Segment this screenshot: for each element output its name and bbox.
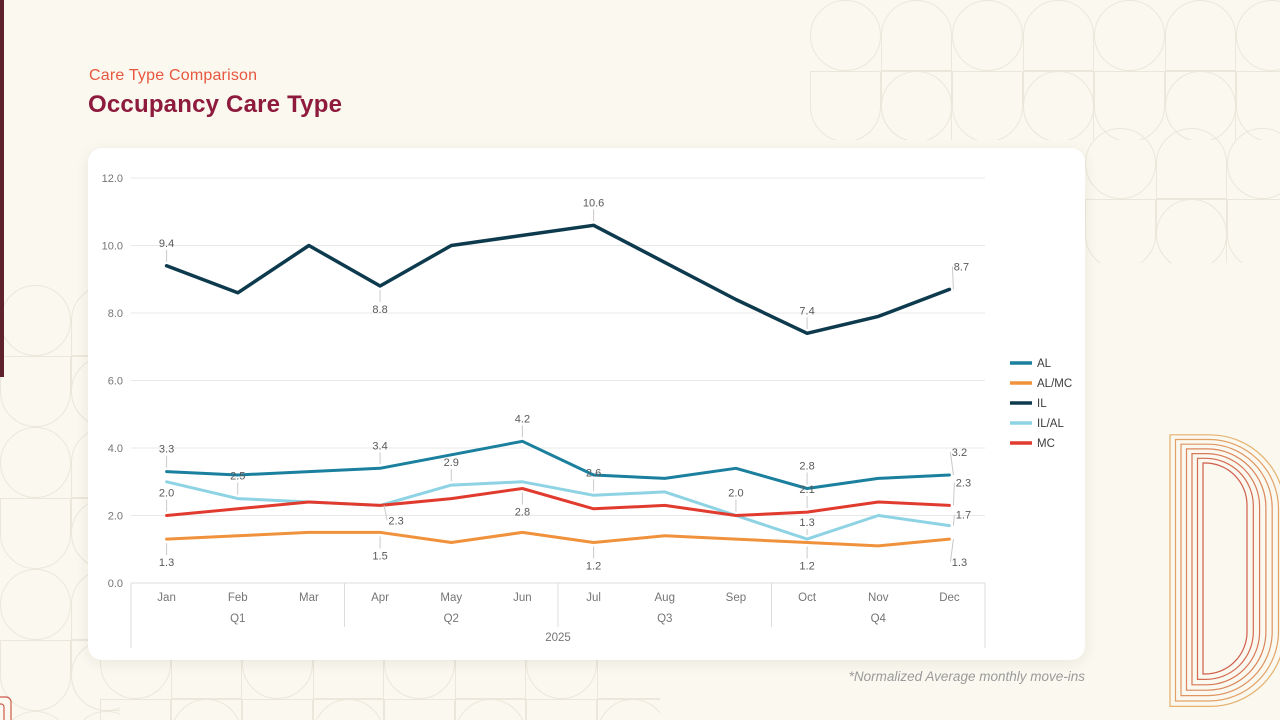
data-label: 1.2 (799, 561, 814, 573)
data-label: 9.4 (159, 238, 174, 250)
month-label: Jun (513, 592, 532, 604)
deco-ring (1185, 448, 1267, 691)
data-label: 2.6 (586, 467, 601, 479)
month-label: Aug (655, 592, 675, 604)
left-accent-bar (0, 0, 4, 377)
legend-item-AL[interactable]: AL (1010, 358, 1052, 370)
deco-ring (1196, 457, 1254, 680)
quarter-label: Q1 (230, 613, 245, 625)
footnote: *Normalized Average monthly move-ins (848, 669, 1085, 684)
background-pattern-top-right (810, 0, 1280, 140)
data-label: 3.2 (952, 447, 967, 459)
label-leader (949, 451, 954, 476)
label-leader (949, 539, 954, 563)
data-label: 2.8 (799, 461, 814, 473)
legend-item-AL-MC[interactable]: AL/MC (1010, 378, 1072, 390)
data-label: 10.6 (583, 197, 604, 209)
y-tick-label: 12.0 (102, 173, 123, 185)
chart-card: 0.0 2.0 4.0 6.0 8.0 10.0 12.0 Jan Feb Mar Apr May Ju… (88, 148, 1085, 660)
legend-label: AL (1037, 358, 1052, 370)
label-leader (383, 505, 388, 521)
data-label: 2.9 (444, 457, 459, 469)
data-label: 7.4 (799, 305, 814, 317)
legend-label: MC (1037, 438, 1055, 450)
data-label: 2.3 (956, 477, 971, 489)
chart-canvas[interactable]: 0.0 2.0 4.0 6.0 8.0 10.0 12.0 Jan Feb Mar Apr May Ju… (88, 148, 1085, 660)
data-label: 8.8 (372, 304, 387, 316)
label-leader (952, 514, 955, 526)
deco-ring (1174, 438, 1280, 702)
data-label: 2.1 (799, 484, 814, 496)
legend-label: AL/MC (1037, 378, 1072, 390)
data-label: 2.0 (159, 488, 174, 500)
year-label: 2025 (545, 632, 571, 644)
y-tick-label: 8.0 (108, 308, 123, 320)
data-label: 2.5 (230, 471, 245, 483)
data-label: 4.2 (515, 413, 530, 425)
deco-ring (1202, 462, 1248, 675)
quarter-label: Q3 (657, 613, 672, 625)
page-title: Occupancy Care Type (88, 91, 343, 118)
y-tick-label: 10.0 (102, 241, 123, 253)
month-label: Dec (939, 592, 960, 604)
series-line-IL-AL[interactable] (165, 480, 951, 541)
deco-ring (1169, 434, 1280, 707)
corner-ring-fragment (0, 696, 12, 720)
series-line-AL[interactable] (165, 439, 951, 490)
legend-label: IL/AL (1037, 418, 1064, 430)
data-label: 1.2 (586, 561, 601, 573)
data-label: 1.3 (159, 557, 174, 569)
data-label: 1.7 (956, 510, 971, 522)
data-label: 2.0 (728, 488, 743, 500)
label-leader (952, 482, 955, 506)
month-label: Jan (157, 592, 176, 604)
deco-ring (1191, 453, 1261, 686)
month-label: Apr (371, 592, 389, 604)
y-tick-label: 6.0 (108, 376, 123, 388)
data-label: 1.5 (372, 550, 387, 562)
deco-ring (1180, 443, 1273, 697)
legend-item-IL[interactable]: IL (1010, 398, 1047, 410)
label-leader (951, 266, 954, 290)
y-tick-label: 2.0 (108, 511, 123, 523)
month-label: Feb (228, 592, 248, 604)
deco-rings (1169, 434, 1280, 707)
month-label: Jul (586, 592, 601, 604)
chart-eyebrow: Care Type Comparison (89, 67, 258, 84)
data-label: 2.8 (515, 507, 530, 519)
legend-item-IL-AL[interactable]: IL/AL (1010, 418, 1064, 430)
month-label: Mar (299, 592, 319, 604)
legend-label: IL (1037, 398, 1047, 410)
quarter-label: Q4 (871, 613, 887, 625)
background-pattern-right (1085, 128, 1280, 263)
quarter-label: Q2 (444, 613, 459, 625)
month-label: May (440, 592, 462, 604)
series-line-MC[interactable] (165, 487, 951, 517)
data-label: 1.3 (799, 517, 814, 529)
month-label: Nov (868, 592, 889, 604)
series-line-AL-MC[interactable] (165, 530, 951, 548)
data-label: 3.4 (372, 440, 387, 452)
data-label: 8.7 (954, 261, 969, 273)
data-label: 3.3 (159, 444, 174, 456)
data-label: 1.3 (952, 557, 967, 569)
month-label: Oct (798, 592, 817, 604)
y-tick-label: 0.0 (108, 578, 123, 590)
legend-item-MC[interactable]: MC (1010, 438, 1055, 450)
month-label: Sep (726, 592, 746, 604)
data-label: 2.3 (388, 515, 403, 527)
series-line-IL[interactable] (164, 223, 952, 336)
y-tick-label: 4.0 (108, 443, 123, 455)
